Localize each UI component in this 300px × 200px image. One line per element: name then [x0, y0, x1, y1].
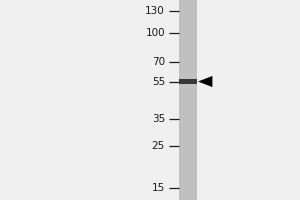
- Text: 55: 55: [152, 77, 165, 87]
- Text: 130: 130: [145, 6, 165, 16]
- Text: 25: 25: [152, 141, 165, 151]
- Text: 35: 35: [152, 114, 165, 124]
- Text: 70: 70: [152, 57, 165, 67]
- Polygon shape: [198, 76, 212, 87]
- Text: 15: 15: [152, 183, 165, 193]
- Text: 100: 100: [146, 28, 165, 38]
- Bar: [178, 79, 196, 84]
- Bar: [178, 0, 196, 200]
